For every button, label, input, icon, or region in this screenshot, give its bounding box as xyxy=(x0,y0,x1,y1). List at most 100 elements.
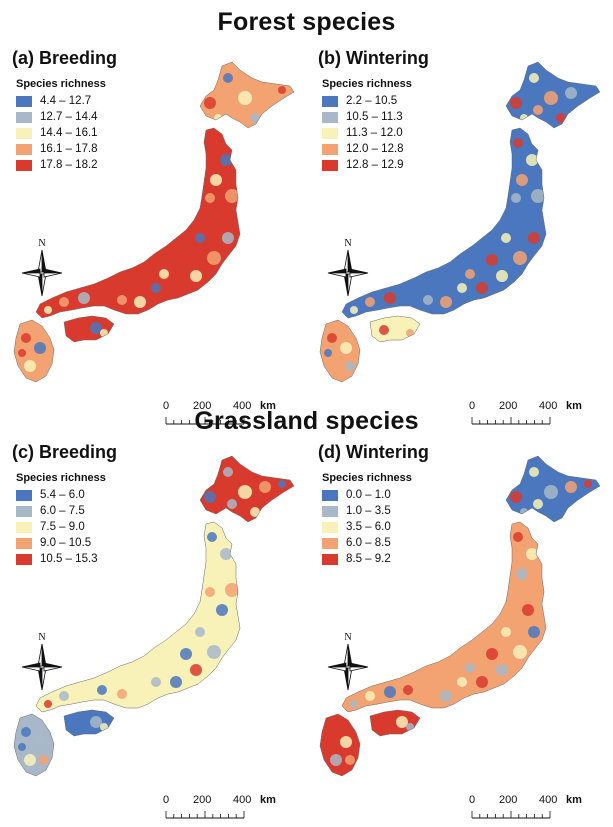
richness-patch xyxy=(278,86,286,94)
richness-patch xyxy=(151,283,161,293)
legend-label: 16.1 – 17.8 xyxy=(40,143,98,155)
legend-label: 8.5 – 9.2 xyxy=(346,553,391,565)
section-title-forest: Forest species xyxy=(217,8,396,36)
legend-item: 6.0 – 8.5 xyxy=(322,535,412,551)
richness-patch xyxy=(225,189,239,203)
richness-patch xyxy=(522,210,534,222)
legend-swatch xyxy=(16,111,32,123)
richness-patch xyxy=(34,736,46,748)
richness-patch xyxy=(457,283,467,293)
richness-patch xyxy=(21,333,31,343)
scale-unit: km xyxy=(260,400,276,412)
legend-item: 3.5 – 6.0 xyxy=(322,519,412,535)
region-hokkaido xyxy=(506,456,600,522)
richness-patch xyxy=(465,663,475,673)
scale-ruler xyxy=(165,417,245,425)
scale-tick-label: 400 xyxy=(233,794,252,806)
richness-patch xyxy=(214,508,222,516)
panel-a-breeding: (a) Breeding Species richness 4.4 – 12.7 12… xyxy=(0,48,306,433)
region-honshu xyxy=(342,128,546,318)
richness-patch xyxy=(207,532,217,542)
legend-item: 12.8 – 12.9 xyxy=(322,157,412,173)
coastline xyxy=(505,61,601,129)
richness-patch xyxy=(39,755,49,765)
legend: Species richness 5.4 – 6.0 6.0 – 7.5 7.5 – … xyxy=(16,472,106,567)
richness-patch xyxy=(384,292,396,304)
legend-swatch xyxy=(322,537,338,549)
scale-ruler xyxy=(471,811,551,819)
richness-patch xyxy=(513,251,527,265)
legend-swatch xyxy=(322,111,338,123)
richness-patch xyxy=(522,604,534,616)
legend-label: 6.0 – 7.5 xyxy=(40,505,85,517)
scale-tick-label: 400 xyxy=(233,400,252,412)
north-label: N xyxy=(344,238,351,249)
region-shikoku xyxy=(370,710,420,736)
scale-ruler xyxy=(165,811,245,819)
panel-d-wintering: (d) Wintering Species richness 0.0 – 1.0 1.… xyxy=(306,442,612,827)
richness-patch xyxy=(225,583,239,597)
richness-patch xyxy=(117,295,127,305)
richness-patch xyxy=(476,676,488,688)
legend-swatch xyxy=(16,537,32,549)
region-fill xyxy=(36,128,240,318)
richness-patch xyxy=(73,325,83,335)
north-label: N xyxy=(38,238,45,249)
coastline xyxy=(505,455,601,523)
japan-map xyxy=(13,455,295,777)
north-arrow-icon: N xyxy=(327,632,369,691)
richness-patch xyxy=(222,626,234,638)
legend-label: 1.0 – 3.5 xyxy=(346,505,391,517)
richness-patch xyxy=(324,743,332,751)
north-arrow-icon: N xyxy=(21,632,63,691)
scale-tick-label: 400 xyxy=(539,794,558,806)
richness-patch xyxy=(403,685,413,695)
richness-patch xyxy=(238,485,252,499)
legend-item: 8.5 – 9.2 xyxy=(322,551,412,567)
richness-patch xyxy=(205,587,215,597)
richness-patch xyxy=(520,114,528,122)
richness-patch xyxy=(250,113,260,123)
richness-patch xyxy=(510,491,522,503)
legend-label: 6.0 – 8.5 xyxy=(346,537,391,549)
richness-patch xyxy=(259,87,271,99)
scale-ruler xyxy=(471,417,551,425)
richness-patch xyxy=(350,306,358,314)
legend-label: 3.5 – 6.0 xyxy=(346,521,391,533)
richness-patch xyxy=(180,254,192,266)
legend-item: 7.5 – 9.0 xyxy=(16,519,106,535)
richness-patch xyxy=(516,568,528,580)
richness-patch xyxy=(379,719,389,729)
richness-patch xyxy=(350,700,358,708)
richness-patch xyxy=(44,700,52,708)
richness-patch xyxy=(59,691,69,701)
richness-patch xyxy=(216,210,228,222)
richness-patch xyxy=(195,233,205,243)
legend-label: 10.5 – 11.3 xyxy=(346,111,403,123)
richness-patch xyxy=(170,676,182,688)
richness-patch xyxy=(526,154,538,166)
richness-patch xyxy=(440,296,452,308)
legend-label: 12.0 – 12.8 xyxy=(346,143,404,155)
richness-patch xyxy=(195,627,205,637)
legend-label: 0.0 – 1.0 xyxy=(346,489,391,501)
richness-patch xyxy=(556,113,566,123)
legend-swatch xyxy=(16,553,32,565)
richness-patch xyxy=(379,325,389,335)
richness-patch xyxy=(440,690,452,702)
legend-item: 10.5 – 15.3 xyxy=(16,551,106,567)
richness-patch xyxy=(180,648,192,660)
legend-item: 6.0 – 7.5 xyxy=(16,503,106,519)
region-shikoku xyxy=(370,316,420,342)
richness-patch xyxy=(220,548,232,560)
richness-patch xyxy=(330,754,342,766)
richness-patch xyxy=(205,193,215,203)
richness-patch xyxy=(222,232,234,244)
region-honshu xyxy=(36,522,240,712)
legend-label: 7.5 – 9.0 xyxy=(40,521,85,533)
legend-label: 2.2 – 10.5 xyxy=(346,95,398,107)
legend-label: 14.4 – 16.1 xyxy=(40,127,98,139)
region-honshu xyxy=(36,128,240,318)
scale-tick-label: 200 xyxy=(193,400,212,412)
richness-patch xyxy=(526,548,538,560)
